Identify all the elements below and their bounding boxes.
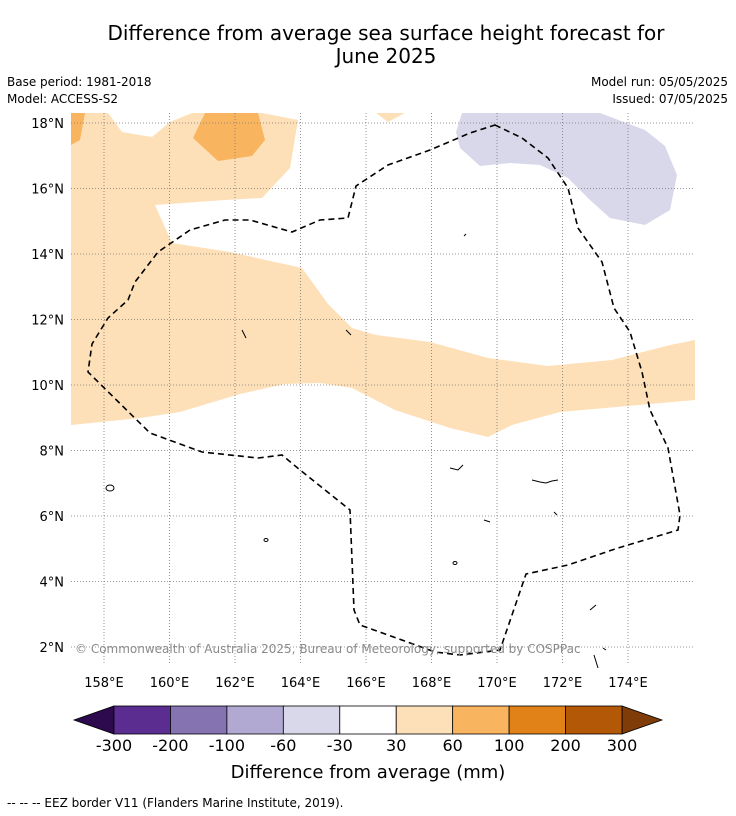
island	[602, 647, 607, 651]
issued-date: Issued: 07/05/2025	[612, 92, 728, 106]
island	[241, 329, 247, 339]
colorbar-tick-label: -200	[152, 736, 189, 755]
colorbar-swatch	[508, 705, 566, 735]
colorbar-tick-label: 30	[386, 736, 407, 755]
colorbar-tick-label: -60	[270, 736, 297, 755]
lat-tick-label: 8°N	[40, 445, 65, 460]
latitude-labels: 18°N 16°N 14°N 12°N 10°N 8°N 6°N 4°N 2°N	[31, 117, 64, 656]
anomaly-30-60-region	[71, 113, 695, 437]
colorbar-extend-high	[621, 705, 664, 735]
colorbar-swatch	[282, 705, 341, 735]
island	[345, 329, 352, 336]
lon-tick-label: 162°E	[215, 676, 255, 691]
lon-tick-label: 164°E	[281, 676, 321, 691]
colorbar-tick-label: -300	[95, 736, 133, 755]
map-plot-area	[71, 113, 695, 437]
eez-footnote: -- -- -- EEZ border V11 (Flanders Marine…	[7, 796, 344, 810]
colorbar-title: Difference from average (mm)	[230, 762, 506, 783]
meta-right: Model run: 05/05/2025 Issued: 07/05/2025	[591, 74, 728, 108]
title-line-2: June 2025	[335, 44, 437, 68]
colorbar-tick-label: 100	[493, 736, 525, 755]
lon-tick-label: 170°E	[477, 676, 517, 691]
colorbar-swatch	[339, 705, 397, 735]
colorbar-swatch	[226, 705, 284, 735]
lat-tick-label: 12°N	[31, 314, 64, 329]
colorbar-swatch	[565, 705, 623, 735]
chart-title: Difference from average sea surface heig…	[40, 22, 732, 68]
lon-tick-label: 172°E	[543, 676, 583, 691]
colorbar-tick-label: -100	[208, 736, 246, 755]
colorbar-swatch	[113, 705, 171, 735]
colorbar-tick-label: 200	[550, 736, 581, 755]
lat-tick-label: 10°N	[31, 379, 64, 394]
island	[105, 484, 115, 492]
anomaly-60-100-patch	[193, 113, 265, 161]
island	[263, 538, 269, 542]
colorbar	[72, 705, 664, 735]
gridlines	[71, 113, 695, 663]
lon-tick-label: 174°E	[608, 676, 648, 691]
anomaly-60-100-left	[71, 113, 85, 145]
colorbar-tick-label: -30	[326, 736, 353, 755]
lat-tick-label: 6°N	[40, 510, 65, 525]
island	[463, 233, 467, 237]
eez-border	[87, 124, 681, 656]
lon-tick-label: 158°E	[84, 676, 124, 691]
island	[449, 464, 464, 471]
lon-tick-label: 168°E	[412, 676, 452, 691]
lat-tick-label: 18°N	[31, 117, 64, 132]
colorbar-extend-low	[72, 705, 115, 735]
islands	[105, 233, 607, 669]
model-name: Model: ACCESS-S2	[7, 92, 119, 106]
colorbar-tick-label: 60	[442, 736, 463, 755]
island	[593, 654, 599, 669]
lat-tick-label: 2°N	[40, 641, 65, 656]
title-line-1: Difference from average sea surface heig…	[107, 21, 665, 45]
lat-tick-label: 4°N	[40, 576, 65, 591]
island	[553, 511, 558, 516]
island	[483, 519, 491, 523]
colorbar-tick-label: 300	[606, 736, 638, 755]
island	[589, 604, 597, 611]
longitude-labels: 158°E 160°E 162°E 164°E 166°E 168°E 170°E 172°E…	[84, 676, 648, 691]
colorbar-swatch	[395, 705, 454, 735]
lon-tick-label: 166°E	[346, 676, 386, 691]
lat-tick-label: 14°N	[31, 248, 64, 263]
lat-tick-label: 16°N	[31, 183, 64, 198]
model-run: Model run: 05/05/2025	[590, 75, 728, 89]
base-period: Base period: 1981-2018	[7, 75, 152, 89]
colorbar-swatch	[452, 705, 510, 735]
colorbar-swatch	[170, 705, 228, 735]
meta-left: Base period: 1981-2018 Model: ACCESS-S2	[7, 74, 152, 108]
anomaly-negative-region	[456, 113, 677, 225]
lon-tick-label: 160°E	[150, 676, 190, 691]
island	[452, 561, 458, 565]
island	[531, 479, 559, 484]
anomaly-30-60-patch	[376, 113, 405, 122]
copyright-notice: © Commonwealth of Australia 2025, Bureau…	[75, 642, 581, 656]
